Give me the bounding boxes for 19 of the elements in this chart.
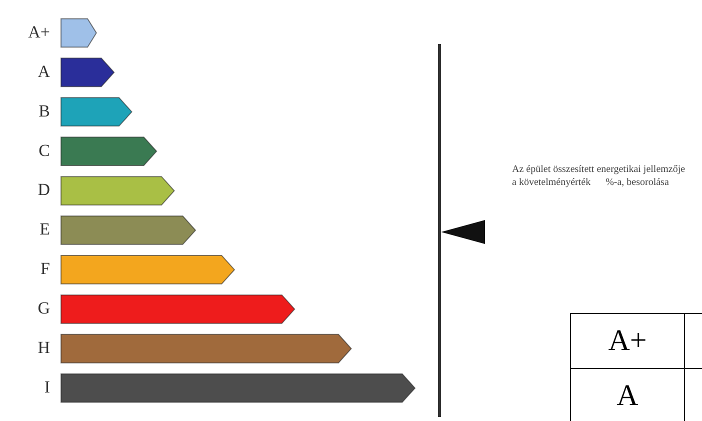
y-tick-label: G [38,298,50,318]
bar [60,334,352,364]
text: Az épület összesített energetikai jellemzője a követelményérték %-a, besorolása [512,164,686,189]
y-tick-label: B [38,101,50,120]
bar [60,176,175,206]
y-tick-label: I [44,378,50,397]
y-tick-label: D [38,180,50,200]
y-tick-label: A+ [28,22,50,42]
bar [60,294,296,324]
y-tick-label: C [38,140,50,160]
y-tick-label: H [38,338,50,358]
bar [60,373,416,403]
rating-table: A+ A [570,313,702,421]
bar [60,216,196,245]
bar [60,136,158,166]
y-tick-label: A [38,62,51,81]
y-tick-label: F [40,259,50,278]
y-tick-label: E [40,220,50,239]
bar [60,254,235,284]
